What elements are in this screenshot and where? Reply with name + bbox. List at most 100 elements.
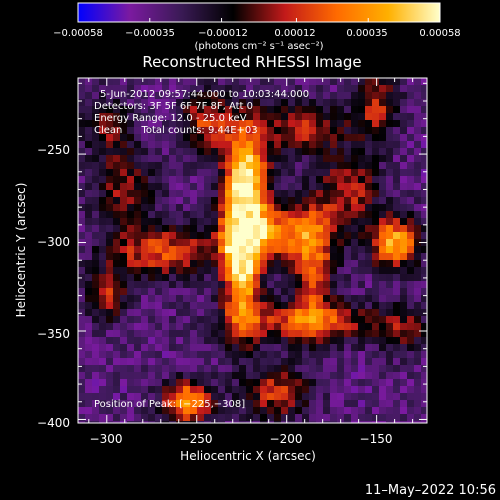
heatmap-cell bbox=[99, 302, 107, 310]
heatmap-cell bbox=[407, 393, 415, 401]
heatmap-cell bbox=[92, 316, 100, 324]
heatmap-cell bbox=[120, 176, 128, 184]
heatmap-cell bbox=[267, 204, 275, 212]
heatmap-cell bbox=[414, 393, 422, 401]
heatmap-cell bbox=[141, 267, 149, 275]
heatmap-cell bbox=[309, 232, 317, 240]
heatmap-cell bbox=[127, 365, 135, 373]
heatmap-cell bbox=[323, 302, 331, 310]
heatmap-cell bbox=[407, 113, 415, 121]
heatmap-cell bbox=[218, 106, 226, 114]
heatmap-cell bbox=[246, 239, 254, 247]
heatmap-cell bbox=[148, 218, 156, 226]
heatmap-cell bbox=[134, 323, 142, 331]
heatmap-cell bbox=[295, 421, 303, 423]
heatmap-cell bbox=[92, 225, 100, 233]
heatmap-cell bbox=[85, 365, 93, 373]
heatmap-cell bbox=[358, 176, 366, 184]
heatmap-cell bbox=[134, 253, 142, 261]
heatmap-cell bbox=[281, 183, 289, 191]
heatmap-cell bbox=[218, 169, 226, 177]
heatmap-cell bbox=[253, 351, 261, 359]
heatmap-cell bbox=[379, 288, 387, 296]
heatmap-cell bbox=[246, 393, 254, 401]
heatmap-cell bbox=[302, 155, 310, 163]
heatmap-cell bbox=[358, 141, 366, 149]
heatmap-cell bbox=[365, 288, 373, 296]
heatmap-cell bbox=[393, 365, 401, 373]
heatmap-cell bbox=[169, 155, 177, 163]
heatmap-cell bbox=[421, 78, 427, 86]
heatmap-cell bbox=[204, 386, 212, 394]
heatmap-cell bbox=[267, 239, 275, 247]
heatmap-cell bbox=[253, 400, 261, 408]
heatmap-cell bbox=[295, 246, 303, 254]
heatmap-cell bbox=[351, 106, 359, 114]
heatmap-cell bbox=[162, 176, 170, 184]
heatmap-cell bbox=[386, 400, 394, 408]
heatmap-cell bbox=[106, 288, 114, 296]
heatmap-cell bbox=[232, 162, 240, 170]
heatmap-cell bbox=[316, 260, 324, 268]
heatmap-cell bbox=[106, 155, 114, 163]
heatmap-cell bbox=[400, 372, 408, 380]
heatmap-cell bbox=[155, 204, 163, 212]
heatmap-cell bbox=[246, 113, 254, 121]
heatmap-cell bbox=[344, 162, 352, 170]
heatmap-cell bbox=[78, 92, 86, 100]
heatmap-cell bbox=[148, 302, 156, 310]
heatmap-cell bbox=[323, 113, 331, 121]
heatmap-cell bbox=[85, 134, 93, 142]
heatmap-cell bbox=[421, 393, 427, 401]
heatmap-cell bbox=[309, 421, 317, 423]
heatmap-cell bbox=[225, 337, 233, 345]
heatmap-cell bbox=[330, 414, 338, 422]
heatmap-cell bbox=[379, 386, 387, 394]
heatmap-cell bbox=[295, 267, 303, 275]
heatmap-cell bbox=[120, 155, 128, 163]
heatmap-cell bbox=[134, 358, 142, 366]
heatmap-cell bbox=[176, 281, 184, 289]
heatmap-cell bbox=[337, 211, 345, 219]
heatmap-cell bbox=[106, 218, 114, 226]
heatmap-cell bbox=[260, 316, 268, 324]
heatmap-cell bbox=[309, 141, 317, 149]
heatmap-cell bbox=[225, 344, 233, 352]
heatmap-cell bbox=[372, 225, 380, 233]
heatmap-cell bbox=[351, 225, 359, 233]
heatmap-cell bbox=[414, 78, 422, 86]
heatmap-cell bbox=[190, 344, 198, 352]
heatmap-cell bbox=[148, 316, 156, 324]
heatmap-cell bbox=[288, 113, 296, 121]
heatmap-cell bbox=[211, 127, 219, 135]
heatmap-cell bbox=[281, 351, 289, 359]
heatmap-cell bbox=[99, 197, 107, 205]
heatmap-cell bbox=[400, 351, 408, 359]
heatmap-cell bbox=[148, 400, 156, 408]
heatmap-cell bbox=[393, 267, 401, 275]
heatmap-cell bbox=[379, 246, 387, 254]
heatmap-cell bbox=[309, 414, 317, 422]
heatmap-cell bbox=[253, 386, 261, 394]
heatmap-cell bbox=[288, 176, 296, 184]
heatmap-cell bbox=[253, 162, 261, 170]
heatmap-cell bbox=[393, 176, 401, 184]
heatmap-cell bbox=[379, 358, 387, 366]
heatmap-cell bbox=[400, 302, 408, 310]
heatmap-cell bbox=[393, 302, 401, 310]
heatmap-cell bbox=[127, 155, 135, 163]
heatmap-cell bbox=[218, 113, 226, 121]
heatmap-cell bbox=[309, 337, 317, 345]
heatmap-cell bbox=[337, 197, 345, 205]
heatmap-cell bbox=[274, 421, 282, 423]
heatmap-cell bbox=[120, 386, 128, 394]
heatmap-cell bbox=[393, 358, 401, 366]
heatmap-cell bbox=[155, 141, 163, 149]
heatmap-cell bbox=[400, 183, 408, 191]
heatmap-cell bbox=[155, 372, 163, 380]
heatmap-cell bbox=[246, 92, 254, 100]
heatmap-cell bbox=[309, 190, 317, 198]
heatmap-cell bbox=[274, 162, 282, 170]
heatmap-cell bbox=[155, 127, 163, 135]
heatmap-cell bbox=[330, 148, 338, 156]
